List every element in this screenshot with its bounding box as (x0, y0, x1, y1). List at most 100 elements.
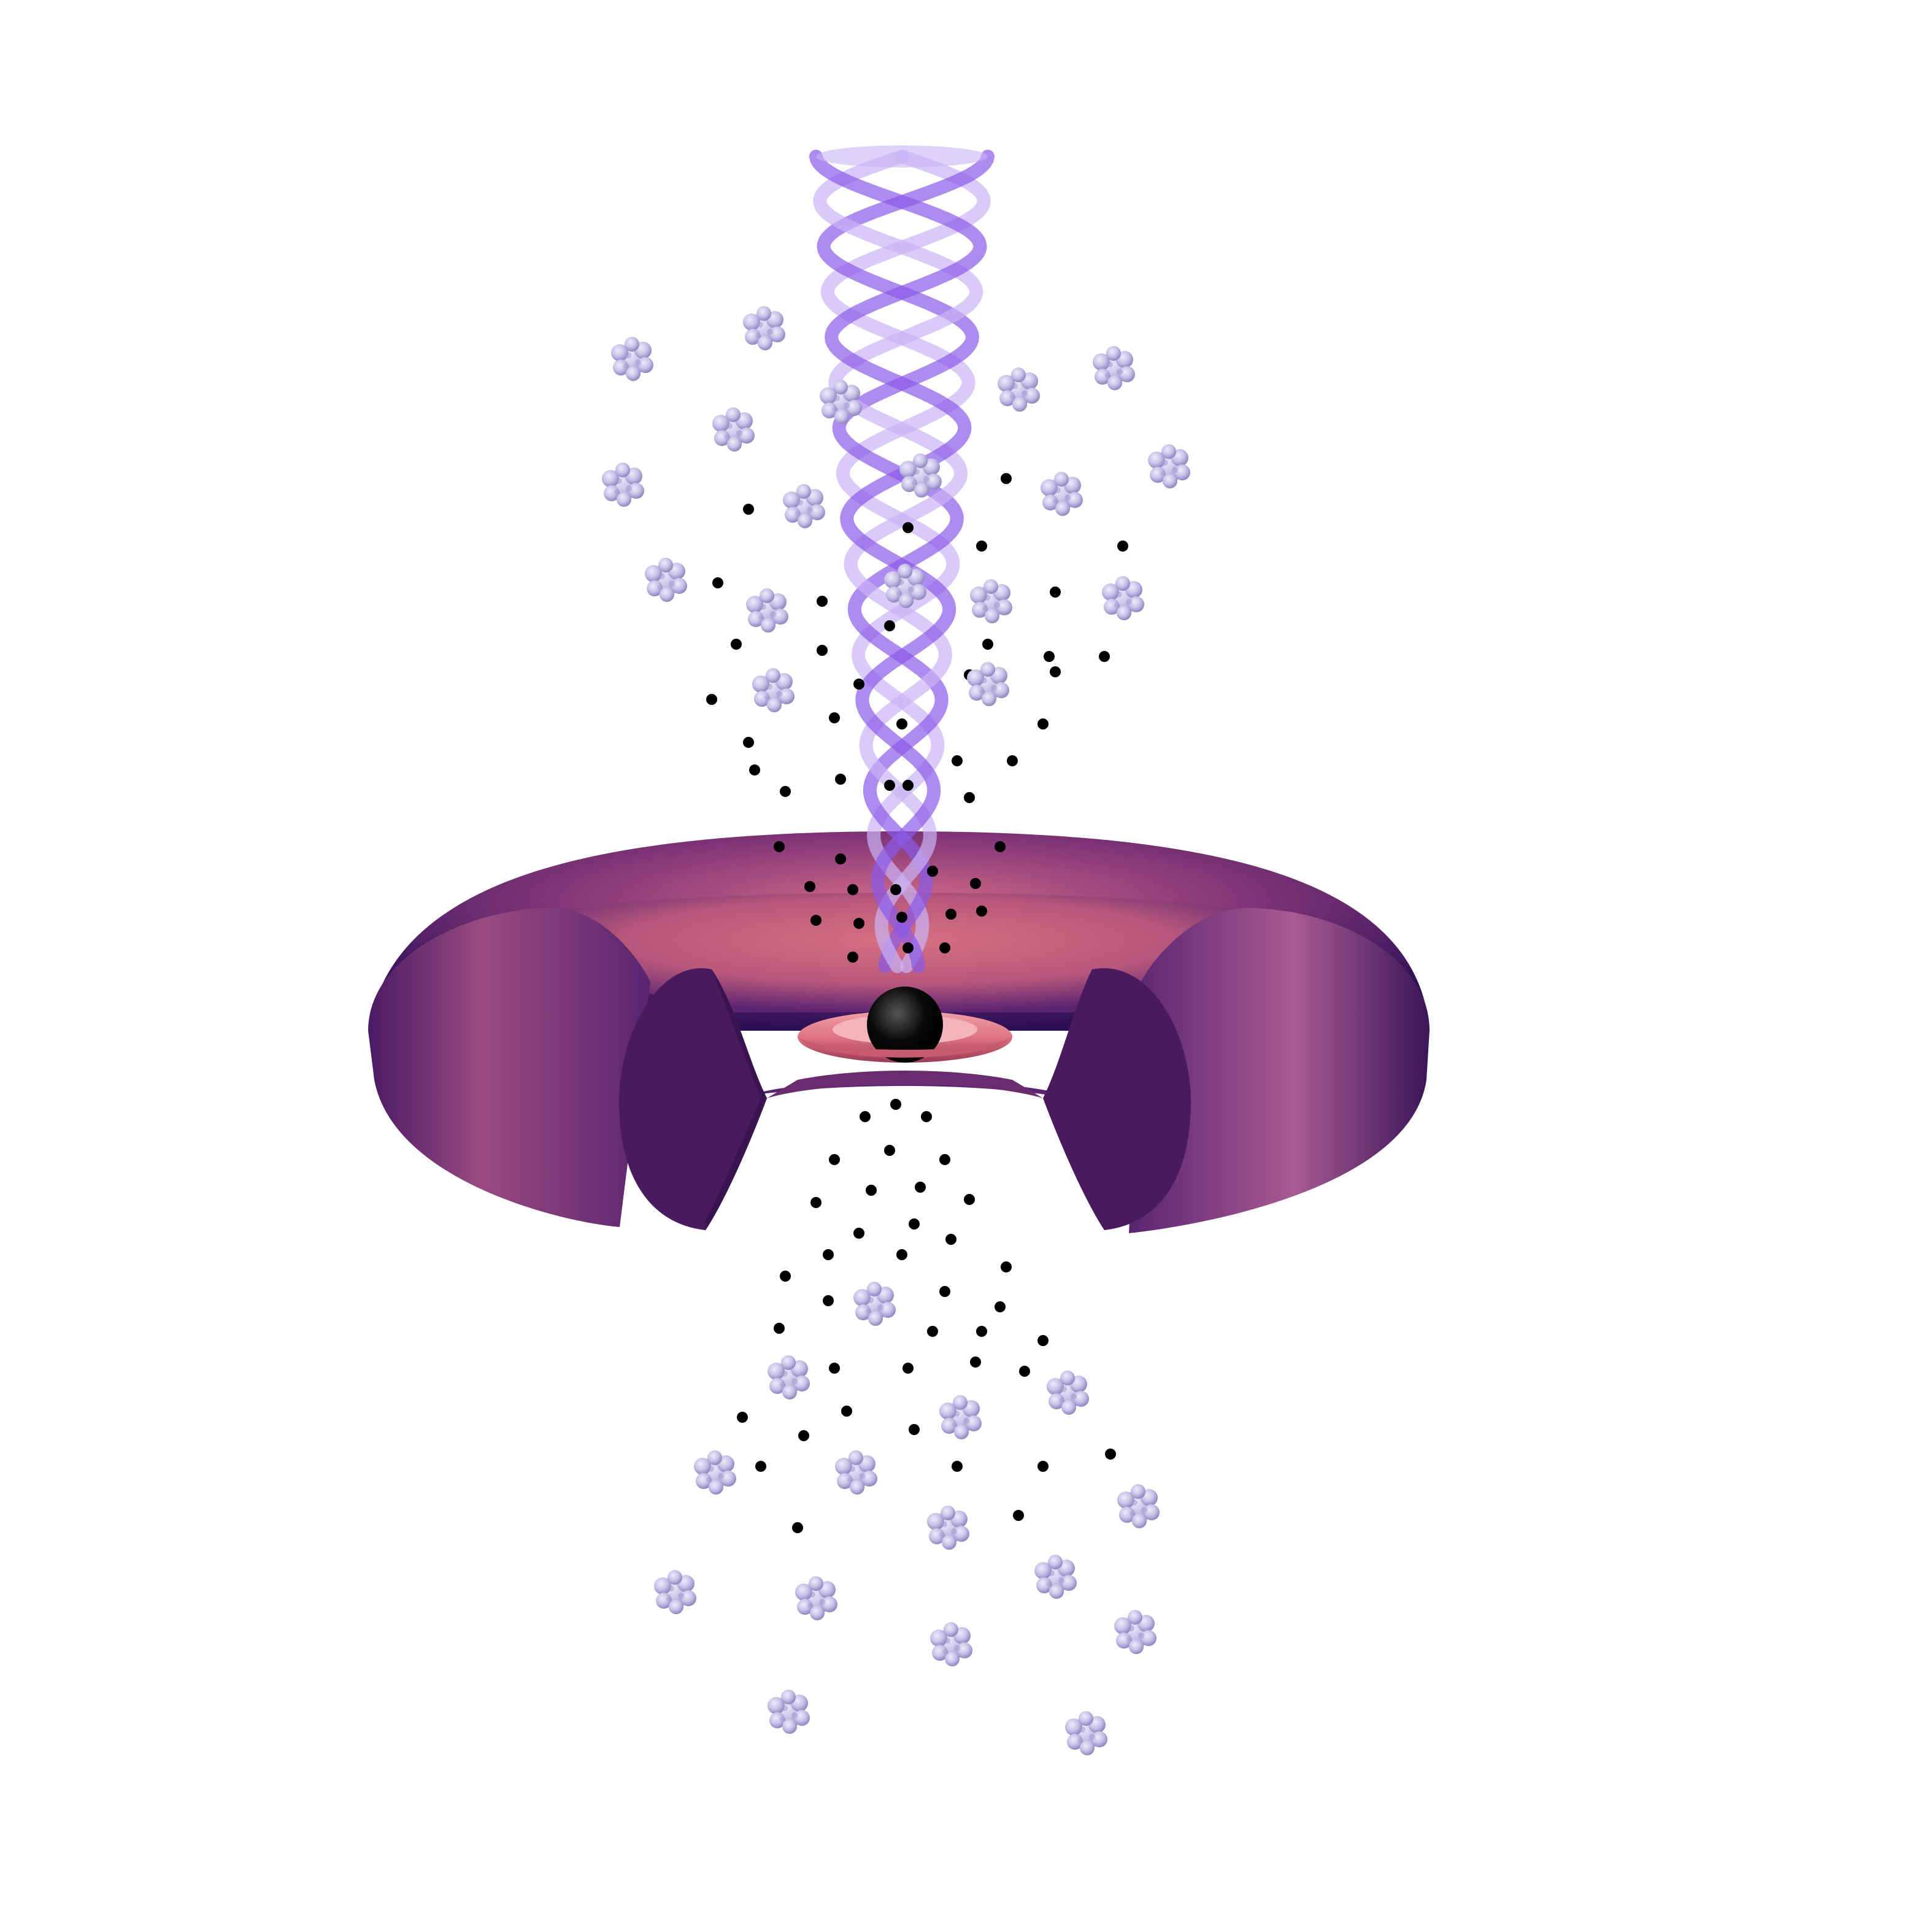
particle-dot-icon (902, 942, 914, 953)
particle-dot-icon (896, 1249, 907, 1260)
particle-dot-icon (976, 906, 987, 917)
particle-dot-icon (1001, 1261, 1012, 1272)
particle-field (706, 473, 1128, 1533)
particle-dot-icon (1013, 1510, 1024, 1521)
particle-dot-icon (964, 1194, 975, 1205)
gas-cloud-icon (768, 1355, 810, 1399)
particle-dot-icon (792, 1522, 803, 1533)
particle-dot-icon (945, 909, 956, 920)
particle-dot-icon (743, 504, 754, 515)
gas-cloud-icon (645, 558, 687, 602)
particle-dot-icon (976, 541, 987, 552)
gas-cloud-icon (654, 1570, 696, 1614)
particle-dot-icon (952, 755, 963, 766)
particle-dot-icon (1044, 651, 1055, 662)
gas-cloud-icon (927, 1506, 969, 1550)
particle-dot-icon (945, 1234, 956, 1245)
particle-dot-icon (774, 1323, 785, 1334)
particle-dot-icon (817, 596, 828, 607)
jet-strand (813, 150, 983, 973)
gas-cloud-icon (853, 1282, 896, 1326)
particle-dot-icon (810, 1197, 822, 1208)
torus-left-cut-wall (706, 969, 767, 1230)
gas-cloud-icon (752, 668, 795, 712)
central-engine (798, 987, 1012, 1063)
particle-dot-icon (774, 841, 785, 852)
gas-cloud-icon (1117, 1484, 1160, 1528)
gas-cloud-icon (611, 337, 653, 381)
particle-dot-icon (909, 1218, 920, 1230)
torus-right-cut-face (1043, 968, 1191, 1230)
particle-dot-icon (1050, 666, 1061, 677)
particle-dot-icon (749, 764, 760, 775)
particle-dot-icon (829, 1154, 840, 1165)
particle-dot-icon (995, 1301, 1006, 1312)
particle-dot-icon (847, 952, 858, 963)
particle-dot-icon (909, 1424, 920, 1435)
particle-dot-icon (902, 522, 914, 533)
particle-dot-icon (884, 780, 895, 791)
gas-cloud-icon (1148, 444, 1190, 488)
torus-inner-floor (767, 1071, 1043, 1098)
torus-left-body (368, 908, 650, 1227)
particle-dot-icon (896, 912, 907, 923)
torus-right-body (1129, 908, 1430, 1233)
particle-dot-icon (804, 881, 815, 892)
gas-cloud-icon (1102, 576, 1144, 620)
particle-dot-icon (1105, 1449, 1116, 1460)
particle-dot-icon (890, 1099, 901, 1110)
jet-strand (809, 150, 987, 973)
particle-dot-icon (860, 1111, 871, 1122)
particle-dot-icon (982, 639, 993, 650)
particle-dot-icon (1037, 1335, 1049, 1346)
particle-dot-icon (952, 1461, 963, 1472)
jet-top-opening (816, 145, 988, 167)
particle-dot-icon (853, 918, 864, 929)
gas-cloud-icon (967, 662, 1009, 706)
gas-cloud-icon (602, 463, 644, 507)
accretion-disk-front (798, 1037, 1012, 1058)
particle-dot-icon (915, 1182, 926, 1193)
particle-dot-icon (823, 1295, 834, 1306)
particle-dot-icon (939, 1154, 950, 1165)
particle-dot-icon (853, 1228, 864, 1239)
gas-cloud-icon (970, 579, 1012, 623)
particle-dot-icon (884, 620, 895, 631)
particle-dot-icon (884, 1145, 895, 1156)
particle-dot-icon (755, 1461, 766, 1472)
gas-cloud-icon (768, 1690, 810, 1734)
particle-dot-icon (939, 1286, 950, 1297)
particle-dot-icon (731, 639, 742, 650)
particle-dot-icon (829, 712, 840, 723)
particle-dot-icon (1050, 587, 1061, 598)
gas-cloud-icon (1041, 472, 1083, 516)
particle-dot-icon (1037, 1461, 1049, 1472)
particle-dot-icon (835, 774, 846, 785)
gas-cloud-icon (712, 407, 755, 452)
particle-dot-icon (853, 679, 864, 690)
gas-cloud-icon (1065, 1711, 1107, 1755)
particle-dot-icon (902, 780, 914, 791)
particle-dot-icon (976, 1326, 987, 1337)
gas-cloud-icon (795, 1576, 837, 1620)
gas-cloud-icon (939, 1395, 982, 1439)
particle-dot-icon (817, 645, 828, 656)
gas-cloud-icon (1034, 1555, 1077, 1599)
torus-left-cut-face (619, 968, 767, 1230)
particle-dot-icon (847, 884, 858, 895)
particle-dot-icon (970, 878, 981, 889)
particle-dot-icon (780, 1271, 791, 1282)
black-hole-icon (867, 987, 943, 1063)
particle-dot-icon (1099, 651, 1110, 662)
gas-cloud-icon (783, 484, 825, 528)
gas-cloud-icon (1114, 1610, 1157, 1654)
particle-dot-icon (1019, 1366, 1030, 1377)
particle-dot-icon (835, 853, 846, 864)
particle-dot-icon (743, 737, 754, 748)
particle-dot-icon (1001, 473, 1012, 484)
gas-cloud-icon (930, 1622, 972, 1666)
jet-strand (820, 150, 991, 973)
particle-dot-icon (896, 718, 907, 729)
particle-dot-icon (866, 1185, 877, 1196)
dusty-torus (368, 831, 1430, 1233)
